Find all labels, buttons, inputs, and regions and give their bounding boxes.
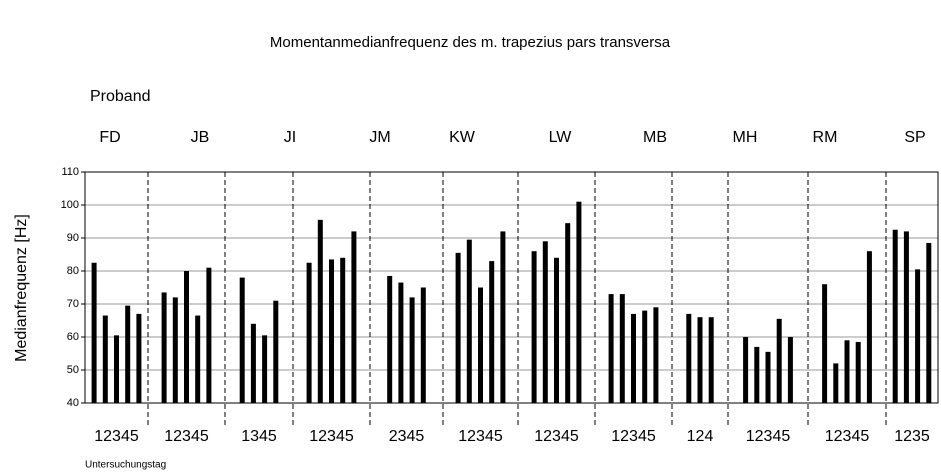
group-label: 12345 <box>611 428 656 445</box>
bar <box>765 351 771 403</box>
proband-label: MH <box>733 129 758 146</box>
y-tick-label: 70 <box>67 298 79 310</box>
y-tick-label: 110 <box>61 166 79 178</box>
bar <box>500 231 506 403</box>
bar <box>273 300 279 403</box>
group-label: 12345 <box>534 428 579 445</box>
y-tick-label: 60 <box>67 331 79 343</box>
bar <box>631 313 636 403</box>
group-label: 1345 <box>241 428 277 445</box>
bar <box>697 317 703 403</box>
proband-label: RM <box>813 129 838 146</box>
bar <box>776 318 782 403</box>
bar <box>114 335 119 403</box>
bar <box>398 282 404 403</box>
bar <box>195 315 201 403</box>
group-label: 12345 <box>825 428 870 445</box>
y-tick-label: 40 <box>67 397 79 409</box>
group-label: 12345 <box>458 428 503 445</box>
bar <box>125 305 131 403</box>
bar <box>642 310 648 403</box>
y-axis-label: Medianfrequenz [Hz] <box>13 214 30 362</box>
bar <box>822 284 828 403</box>
bar <box>317 219 323 403</box>
bar <box>351 231 357 403</box>
proband-label: JB <box>191 129 210 146</box>
bar <box>531 251 537 403</box>
bar <box>787 337 793 403</box>
group-label: 124 <box>687 428 714 445</box>
bar <box>206 267 212 403</box>
plot-frame <box>84 171 939 404</box>
bar <box>892 229 898 403</box>
bar <box>903 231 909 403</box>
bar <box>172 297 178 403</box>
bar <box>915 269 921 403</box>
bar <box>844 340 850 403</box>
bar <box>489 261 495 403</box>
group-label: 12345 <box>94 428 139 445</box>
bar <box>409 297 415 403</box>
bar <box>102 315 108 403</box>
bar <box>161 292 167 403</box>
bar <box>754 346 760 403</box>
proband-label: MB <box>643 129 667 146</box>
bar <box>576 201 582 403</box>
group-label: 12345 <box>164 428 209 445</box>
bar <box>455 252 461 403</box>
bar <box>340 257 346 403</box>
bar <box>653 307 659 403</box>
y-tick-label: 90 <box>67 232 79 244</box>
proband-label: LW <box>549 129 573 146</box>
group-label: 1235 <box>894 428 930 445</box>
proband-label: FD <box>99 129 120 146</box>
proband-label: KW <box>449 129 476 146</box>
bar <box>866 251 872 403</box>
proband-label: SP <box>904 129 925 146</box>
bar <box>554 257 559 403</box>
chart-title: Momentanmedianfrequenz des m. trapezius … <box>270 34 671 51</box>
y-tick-label: 80 <box>67 265 79 277</box>
bar <box>686 313 692 403</box>
bar <box>262 335 268 403</box>
bar <box>91 262 97 403</box>
bar <box>708 317 714 403</box>
bar <box>478 287 483 403</box>
bar <box>855 341 861 403</box>
bar <box>542 241 548 403</box>
y-tick-label: 50 <box>67 364 79 376</box>
bar <box>608 294 614 403</box>
y-tick-label: 100 <box>61 199 79 211</box>
proband-label: JI <box>284 129 296 146</box>
bar <box>306 262 312 403</box>
group-label: 12345 <box>746 428 791 445</box>
x-axis-label: Untersuchungstag <box>85 460 166 471</box>
bar <box>329 259 334 403</box>
bar <box>466 239 472 403</box>
bar <box>420 287 426 403</box>
legend-title: Proband <box>90 88 151 105</box>
bar <box>743 337 749 403</box>
bar <box>136 313 142 403</box>
bar <box>184 271 189 403</box>
bar <box>239 277 245 403</box>
group-label: 2345 <box>389 428 425 445</box>
proband-label: JM <box>369 129 390 146</box>
bar <box>387 275 393 403</box>
bar <box>833 363 839 403</box>
bar <box>565 223 571 403</box>
bar <box>926 242 932 403</box>
group-label: 12345 <box>309 428 354 445</box>
bar <box>619 294 625 403</box>
bar <box>250 323 256 403</box>
